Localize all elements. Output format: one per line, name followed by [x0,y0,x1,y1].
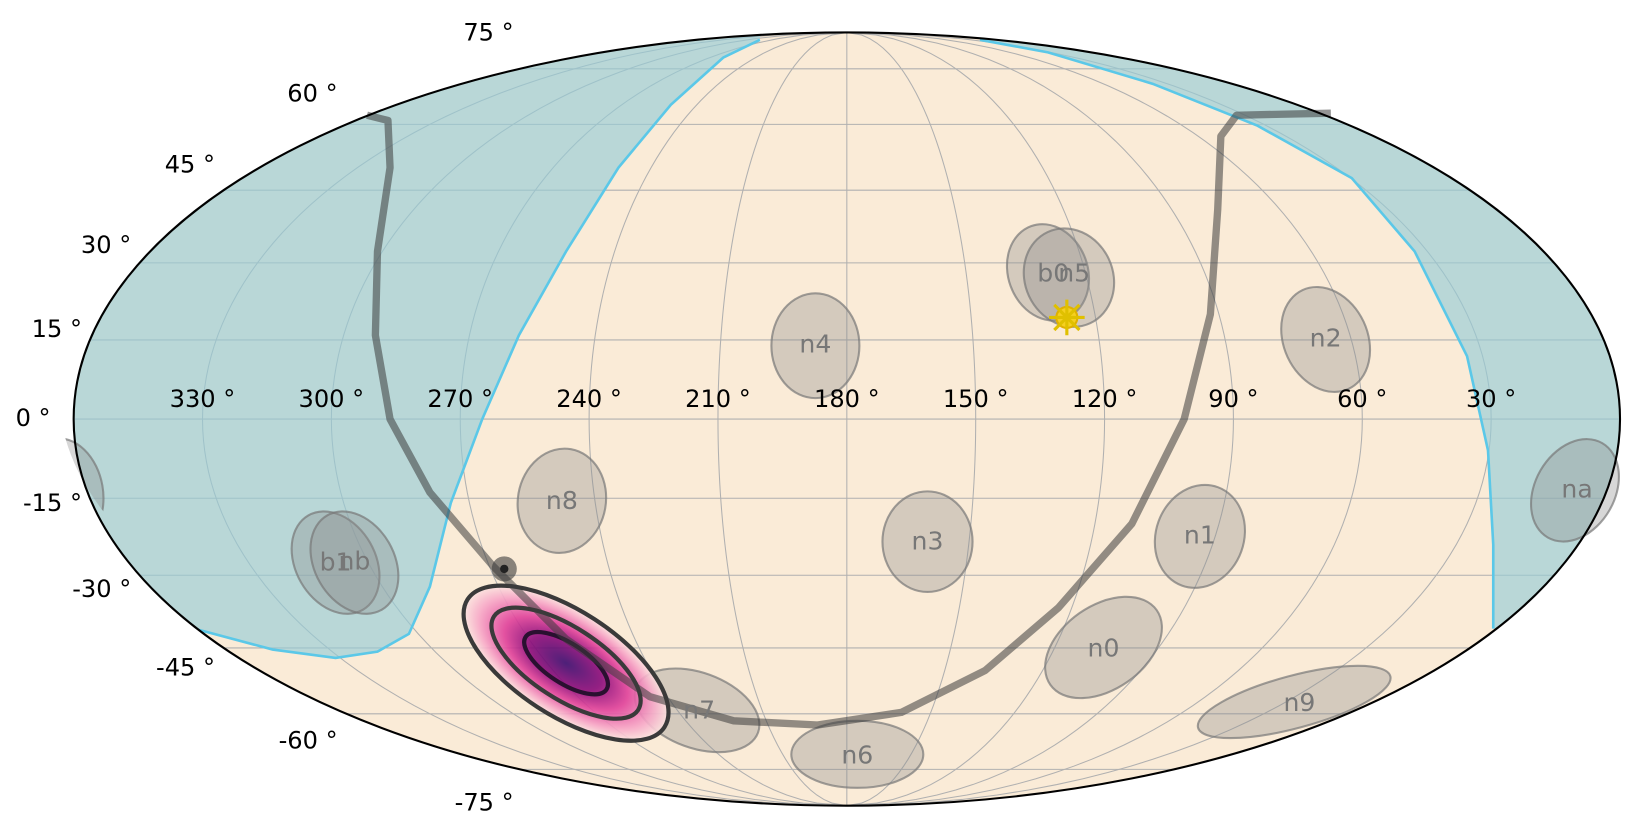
latitude-label: -75 ° [455,789,514,817]
longitude-label: 330 ° [170,385,236,413]
detector-label: n8 [546,486,578,515]
latitude-label: -30 ° [72,575,131,603]
detector-label: n3 [912,527,944,556]
latitude-label: 15 ° [32,315,82,343]
longitude-label: 240 ° [556,385,622,413]
longitude-label: 180 ° [814,385,880,413]
latitude-label: 45 ° [165,151,215,179]
latitude-label: -45 ° [156,653,215,681]
longitude-label: 270 ° [427,385,493,413]
localization-contours [461,583,671,743]
longitude-label: 210 ° [685,385,751,413]
detector-label: n6 [841,740,873,769]
detector-label: n5 [1058,258,1090,287]
longitude-label: 90 ° [1208,385,1258,413]
detector-label: b0 [1037,258,1069,287]
detector-label: n1 [1184,520,1216,549]
latitude-label: 0 ° [16,404,51,432]
detector-label: n4 [799,330,831,359]
latitude-label: 60 ° [287,79,337,107]
detector-label: n2 [1310,323,1342,352]
longitude-labels: 330 ° 300 ° 270 ° 240 ° 210 ° 180 ° 150 ° 120 °… [170,385,1517,413]
detector-label: n9 [1283,688,1315,717]
latitude-label: -15 ° [23,489,82,517]
sky-boundary [72,31,1622,807]
galactic-plane [366,109,1331,729]
latitude-labels: 75 ° 60 ° 45 ° 30 ° 15 ° 0 ° -15 ° -30 °… [16,19,514,817]
latitude-label: 30 ° [81,231,131,259]
detector-label: n0 [1088,634,1120,663]
detector-label: b1 [320,548,352,577]
longitude-label: 120 ° [1072,385,1138,413]
detector-label: n7 [683,695,715,724]
longitude-label: 300 ° [299,385,365,413]
longitude-label: 30 ° [1466,385,1516,413]
longitude-label: 150 ° [943,385,1009,413]
longitude-label: 60 ° [1337,385,1387,413]
latitude-label: 75 ° [463,19,513,47]
sun [1049,299,1085,336]
detector-label: na [1561,474,1592,503]
detector-label: nb [338,547,370,576]
detector-labels: n4 b0 n5 n2 na n8 n3 n1 b1 nb n0 n7 n9 n… [320,258,1593,769]
latitude-label: -60 ° [279,727,338,755]
